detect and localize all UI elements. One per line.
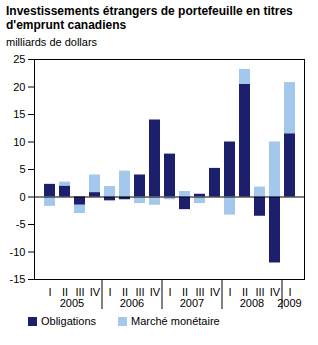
svg-text:0: 0 — [19, 191, 25, 203]
svg-text:IV: IV — [150, 286, 161, 298]
svg-text:III: III — [75, 286, 85, 299]
svg-text:2005: 2005 — [60, 297, 84, 309]
svg-text:-15: -15 — [10, 273, 26, 285]
svg-text:-10: -10 — [10, 246, 26, 258]
svg-text:I: I — [168, 286, 171, 298]
svg-text:15: 15 — [13, 108, 25, 120]
html-text:milliards de dollars: milliards de dollars — [6, 36, 98, 48]
svg-text:20: 20 — [13, 81, 25, 93]
svg-text:-5: -5 — [16, 218, 26, 230]
svg-text:IV: IV — [90, 286, 101, 298]
svg-text:2008: 2008 — [240, 297, 264, 309]
html-text:Obligations: Obligations — [41, 315, 96, 327]
svg-text:5: 5 — [19, 163, 25, 175]
svg-text:I: I — [108, 286, 111, 298]
svg-text:10: 10 — [13, 136, 25, 148]
svg-text:25: 25 — [13, 53, 25, 65]
svg-text:II: II — [181, 286, 189, 299]
svg-text:II: II — [61, 286, 69, 299]
html-text:Investissements étrangers de p: Investissements étrangers de portefeuill… — [6, 4, 293, 32]
svg-text:II: II — [121, 286, 129, 299]
svg-text:III: III — [135, 286, 145, 299]
svg-text:III: III — [195, 286, 205, 299]
html-text:Marché monétaire: Marché monétaire — [131, 315, 220, 327]
svg-text:I: I — [228, 286, 231, 298]
svg-text:I: I — [48, 286, 51, 298]
svg-text:2006: 2006 — [120, 297, 144, 309]
svg-text:II: II — [241, 286, 249, 299]
html-text:III IV: III IV — [255, 286, 281, 299]
svg-text:IV: IV — [210, 286, 221, 298]
svg-text:2009: 2009 — [277, 297, 301, 309]
svg-text:2007: 2007 — [180, 297, 204, 309]
svg-text:I: I — [288, 286, 292, 299]
